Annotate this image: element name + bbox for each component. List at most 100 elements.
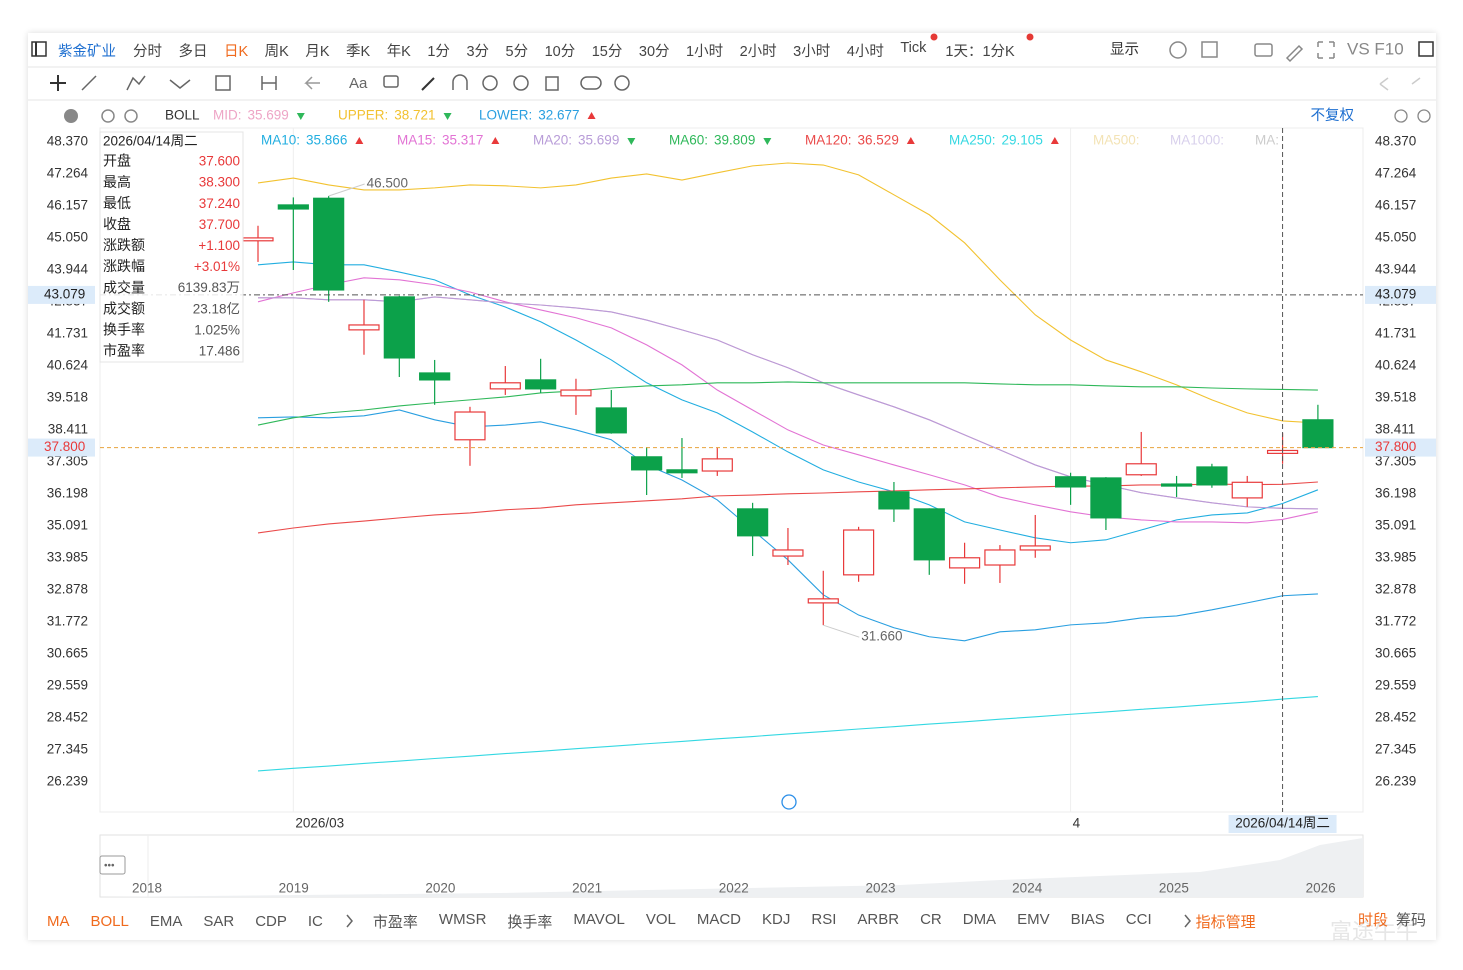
navigator-handle[interactable] bbox=[99, 855, 126, 875]
collapse-icon[interactable] bbox=[64, 109, 78, 123]
layout-icon[interactable] bbox=[1201, 41, 1218, 58]
more-icon[interactable] bbox=[1184, 914, 1191, 928]
period-tab[interactable]: 月K bbox=[305, 43, 330, 60]
interval-menu[interactable]: 1天：1分K bbox=[945, 43, 1015, 60]
indicator-tab[interactable]: CR bbox=[920, 910, 942, 928]
period-tab[interactable]: 分时 bbox=[133, 43, 162, 60]
indicator-tab[interactable]: VOL bbox=[645, 910, 676, 928]
zoom-in[interactable] bbox=[1417, 109, 1431, 123]
indicator-tab[interactable]: 换手率 bbox=[507, 913, 553, 931]
settings-icon[interactable] bbox=[1169, 41, 1187, 59]
trend-arrow bbox=[491, 137, 500, 144]
indicator-tab[interactable]: IC bbox=[307, 912, 323, 930]
indicator-tab[interactable]: MACD bbox=[696, 910, 742, 928]
manage-indicators[interactable]: 指标管理 bbox=[1195, 913, 1256, 931]
period-tab[interactable]: 季K bbox=[346, 43, 371, 60]
period-tab[interactable]: 10分 bbox=[544, 43, 576, 60]
period-tab[interactable]: 日K bbox=[224, 43, 249, 60]
period-tab[interactable]: 多日 bbox=[178, 43, 208, 60]
panel-icon[interactable] bbox=[1418, 41, 1434, 57]
ma-line bbox=[257, 277, 1319, 524]
undo-redo[interactable] bbox=[1379, 77, 1421, 91]
period-tab[interactable]: 1分 bbox=[427, 43, 450, 60]
camera-icon[interactable] bbox=[1254, 43, 1273, 57]
candle-body bbox=[666, 469, 698, 474]
period-tab[interactable]: 4小时 bbox=[846, 43, 884, 60]
tab[interactable]: 时段 bbox=[1358, 912, 1388, 929]
legend-value: 35.866 bbox=[306, 133, 347, 148]
sidebar-icon[interactable] bbox=[31, 41, 47, 57]
y-tick-label: 46.157 bbox=[47, 197, 88, 212]
indicator-settings[interactable] bbox=[101, 109, 115, 123]
line-tool[interactable] bbox=[81, 75, 97, 91]
vs-f10[interactable]: VS F10 bbox=[1347, 39, 1404, 58]
indicator-tab[interactable]: DMA bbox=[962, 910, 997, 928]
adjust-mode[interactable]: 不复权 bbox=[1311, 106, 1355, 124]
tool-settings[interactable] bbox=[614, 75, 630, 91]
trend-arrow bbox=[906, 137, 915, 144]
tab[interactable]: 筹码 bbox=[1396, 912, 1426, 929]
top-toolbar: 紫金矿业 分时 多日 日K 周K 月K 季K 年K 1分 3分 5分 10分 15分 30分 1小时 2小时… bbox=[58, 40, 1015, 60]
y-tick-label: 31.772 bbox=[1375, 613, 1416, 628]
navigator-label: 2023 bbox=[865, 881, 895, 896]
indicator-tab[interactable]: BOLL bbox=[90, 912, 129, 930]
wave-tool[interactable] bbox=[169, 79, 191, 89]
fib-tool[interactable] bbox=[215, 75, 231, 91]
indicator-tab[interactable]: MAVOL bbox=[573, 910, 625, 928]
period-tab[interactable]: 2小时 bbox=[739, 43, 777, 60]
y-tick-label: 48.370 bbox=[1375, 133, 1416, 148]
delete-tool[interactable] bbox=[545, 76, 559, 91]
display-menu[interactable]: 显示 bbox=[1110, 42, 1139, 58]
y-tick-label: 43.944 bbox=[1375, 261, 1417, 276]
y-tick-label: 40.624 bbox=[47, 357, 89, 372]
indicator-tab[interactable]: EMA bbox=[149, 912, 183, 930]
indicator-tab[interactable]: CDP bbox=[255, 912, 287, 930]
indicator-tab[interactable]: ARBR bbox=[857, 910, 900, 928]
indicator-tab[interactable]: BIAS bbox=[1070, 910, 1105, 928]
indicator-tab[interactable]: MA bbox=[47, 912, 70, 930]
period-tab[interactable]: Tick bbox=[900, 39, 927, 56]
indicator-tab[interactable]: CCI bbox=[1125, 910, 1152, 928]
magnet-tool[interactable] bbox=[452, 74, 468, 90]
indicator-close[interactable] bbox=[124, 109, 138, 123]
event-icon[interactable] bbox=[781, 794, 797, 810]
period-tab[interactable]: 1小时 bbox=[686, 43, 724, 60]
indicator-tab[interactable]: WMSR bbox=[438, 910, 487, 928]
text-tool[interactable]: Aa bbox=[349, 75, 368, 92]
zoom-out[interactable] bbox=[1394, 109, 1408, 123]
indicator-tab[interactable]: 市盈率 bbox=[372, 913, 418, 931]
indicator-tab[interactable]: EMV bbox=[1017, 910, 1050, 928]
indicator-tab[interactable]: RSI bbox=[811, 910, 837, 928]
indicator-name[interactable]: BOLL bbox=[165, 108, 200, 123]
fullscreen-icon[interactable] bbox=[1317, 41, 1335, 59]
navigator-label: 2020 bbox=[425, 881, 455, 896]
period-tab[interactable]: 15分 bbox=[591, 43, 623, 60]
compare-tool[interactable] bbox=[580, 76, 602, 90]
period-tab[interactable]: 年K bbox=[386, 43, 411, 60]
navigator-label: 2019 bbox=[279, 881, 309, 896]
tooltip-value: 37.700 bbox=[199, 217, 240, 232]
tooltip-value: 23.18亿 bbox=[193, 301, 240, 316]
period-tab[interactable]: 3分 bbox=[466, 43, 490, 60]
legend-name: MA: bbox=[1255, 133, 1279, 148]
indicator-tab[interactable]: KDJ bbox=[762, 910, 791, 928]
hide-tool[interactable] bbox=[513, 75, 529, 91]
y-tick-label: 46.157 bbox=[1375, 197, 1416, 212]
crosshair-date-badge bbox=[1228, 815, 1337, 833]
sync-tool[interactable] bbox=[482, 75, 498, 91]
red-dot bbox=[930, 33, 938, 41]
period-tab[interactable]: 3小时 bbox=[793, 43, 831, 60]
brush-tool[interactable] bbox=[421, 77, 435, 91]
more-icon[interactable] bbox=[346, 914, 353, 928]
indicator-tab[interactable]: SAR bbox=[203, 912, 235, 930]
back-tool[interactable] bbox=[304, 76, 320, 90]
period-tab[interactable]: 周K bbox=[264, 43, 289, 60]
period-tab[interactable]: 5分 bbox=[505, 43, 529, 60]
stock-name[interactable]: 紫金矿业 bbox=[58, 43, 116, 60]
move-tool[interactable] bbox=[50, 75, 66, 91]
range-tool[interactable] bbox=[261, 76, 277, 90]
period-tab[interactable]: 30分 bbox=[638, 43, 670, 60]
pen-icon[interactable] bbox=[1285, 44, 1304, 63]
note-tool[interactable] bbox=[383, 75, 399, 88]
trend-tool[interactable] bbox=[126, 75, 146, 91]
